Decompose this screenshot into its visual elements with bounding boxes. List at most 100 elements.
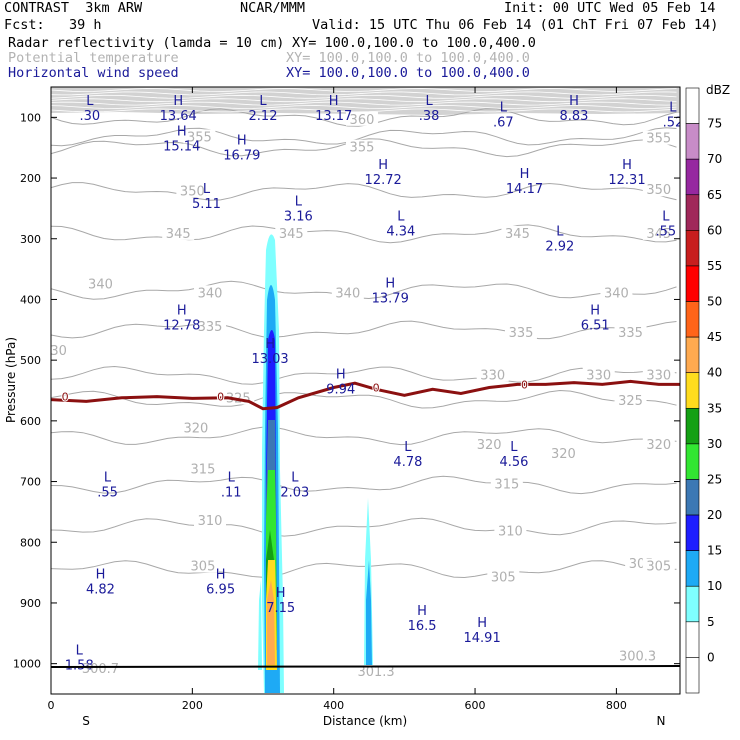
theta-label: 335 xyxy=(509,326,534,341)
wind-speed-value: 13.64 xyxy=(160,109,197,124)
theta-isoline xyxy=(51,182,677,201)
theta-label-bg xyxy=(504,324,537,339)
colorbar-swatch xyxy=(685,585,700,623)
theta-label: 335 xyxy=(618,326,643,341)
wind-speed-value: 4.34 xyxy=(386,225,415,240)
theta-label-bg xyxy=(194,318,227,333)
colorbar-level-label: 45 xyxy=(707,330,722,344)
wind-speed-value: 3.16 xyxy=(284,209,313,224)
upper-level-isoline xyxy=(51,98,677,103)
wind-speed-value: .67 xyxy=(493,115,514,130)
theta-isoline xyxy=(51,426,677,446)
wind-min-marker: L xyxy=(510,440,518,455)
zero-isotherm-label: 0 xyxy=(521,378,528,391)
forecast-hour: Fcst: 39 h xyxy=(4,17,102,33)
surface-theta-label: 300.7 xyxy=(82,662,119,677)
wind-speed-value: 16.5 xyxy=(408,619,437,634)
wind-speed-value: 2.12 xyxy=(249,109,278,124)
x-axis-right-end: N xyxy=(657,714,666,728)
colorbar-swatch xyxy=(685,514,700,551)
wind-max-marker: H xyxy=(569,94,579,109)
colorbar-swatch xyxy=(685,657,700,694)
upper-level-isoline xyxy=(51,88,677,92)
theta-label-bg xyxy=(275,225,308,240)
theta-label-bg xyxy=(84,276,117,291)
theta-label: 315 xyxy=(494,478,519,493)
colorbar-swatch xyxy=(685,479,700,516)
wind-max-marker: H xyxy=(216,568,226,583)
wind-speed-value: .55 xyxy=(656,225,677,240)
y-tick-label: 200 xyxy=(20,172,41,185)
wind-speed-value: .11 xyxy=(221,486,242,501)
upper-level-isoline xyxy=(51,91,677,96)
colorbar-level-label: 25 xyxy=(707,472,722,486)
colorbar-swatch xyxy=(685,123,700,160)
theta-label: 325 xyxy=(618,394,643,409)
y-tick-label: 800 xyxy=(20,536,41,549)
x-tick-label: 400 xyxy=(323,699,344,712)
theta-label: 345 xyxy=(505,227,530,242)
theta-label: 355 xyxy=(350,141,375,156)
theta-label-bg xyxy=(186,558,219,573)
theta-label: 310 xyxy=(498,524,523,539)
wind-min-marker: L xyxy=(425,94,433,109)
theta-label: 345 xyxy=(279,227,304,242)
wind-min-marker: L xyxy=(404,440,412,455)
wind-max-marker: H xyxy=(520,167,530,182)
theta-label-bg xyxy=(614,392,647,407)
theta-label-bg xyxy=(642,182,675,197)
theta-label-bg xyxy=(494,523,527,538)
theta-label-bg xyxy=(194,513,227,528)
theta-label-bg xyxy=(194,285,227,300)
theta-isoline xyxy=(51,560,677,579)
theta-label-bg xyxy=(186,461,219,476)
wind-max-marker: H xyxy=(276,586,286,601)
wind-speed-value: 7.15 xyxy=(266,601,295,616)
theta-label: 330 xyxy=(586,368,611,383)
wind-min-marker: L xyxy=(291,471,299,486)
theta-label: 320 xyxy=(646,438,671,453)
y-tick-label: 600 xyxy=(20,415,41,428)
wind-speed-value: 16.79 xyxy=(223,149,260,164)
colorbar-unit: dBZ xyxy=(706,83,730,97)
wind-min-marker: L xyxy=(104,471,112,486)
y-axis-label: Pressure (hPa) xyxy=(4,337,18,423)
colorbar-level-label: 65 xyxy=(707,188,722,202)
theta-label-bg xyxy=(345,139,378,154)
x-tick-label: 200 xyxy=(182,699,203,712)
init-time: Init: 00 UTC Wed 05 Feb 14 xyxy=(504,0,716,16)
wind-max-marker: H xyxy=(378,158,388,173)
colorbar-level-label: 15 xyxy=(707,544,722,558)
field-theta-xy: XY= 100.0,100.0 to 100.0,400.0 xyxy=(286,50,530,66)
surface-theta-label: 301.3 xyxy=(357,665,394,680)
theta-label: 340 xyxy=(335,286,360,301)
wind-max-marker: H xyxy=(622,158,632,173)
plot-frame xyxy=(50,86,681,695)
wind-max-marker: H xyxy=(237,134,247,149)
theta-label: 320 xyxy=(183,422,208,437)
colorbar-swatch xyxy=(685,230,700,267)
wind-speed-value: 13.79 xyxy=(372,291,409,306)
colorbar-swatch xyxy=(685,301,700,338)
theta-label: 330 xyxy=(480,368,505,383)
wind-max-marker: H xyxy=(173,94,183,109)
theta-label-bg xyxy=(582,367,615,382)
wind-speed-value: 2.03 xyxy=(280,486,309,501)
upper-level-isoline xyxy=(51,101,677,106)
theta-label: 330 xyxy=(42,344,67,359)
theta-label-bg xyxy=(642,367,675,382)
x-tick-label: 800 xyxy=(606,699,627,712)
colorbar-level-label: 75 xyxy=(707,117,722,131)
surface-theta-label: 300.3 xyxy=(619,650,656,665)
zero-isotherm-label: 0 xyxy=(217,391,224,404)
y-tick-label: 100 xyxy=(20,111,41,124)
wind-min-marker: L xyxy=(259,94,267,109)
wind-speed-value: 14.91 xyxy=(464,631,501,646)
theta-label: 320 xyxy=(551,447,576,462)
wind-speed-value: 12.78 xyxy=(163,319,200,334)
zero-isotherm xyxy=(51,379,680,411)
theta-label-bg xyxy=(179,420,212,435)
theta-label: 305 xyxy=(191,560,216,575)
colorbar-swatch xyxy=(685,443,700,480)
